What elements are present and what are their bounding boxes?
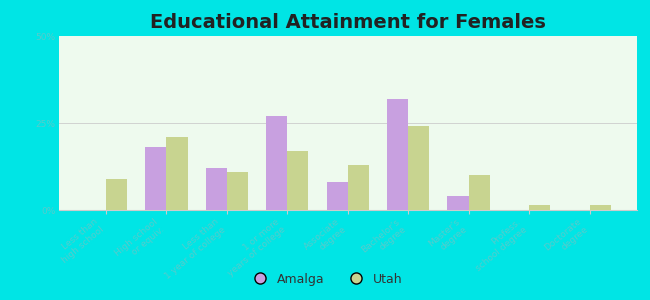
Bar (469, 175, 490, 210)
Bar (145, 147, 166, 210)
Bar (590, 205, 611, 210)
Bar (287, 151, 309, 210)
Bar (166, 137, 188, 210)
Bar (387, 99, 408, 210)
Bar (408, 127, 430, 210)
Bar (227, 172, 248, 210)
Bar (205, 168, 227, 210)
Bar (447, 196, 469, 210)
Bar (348, 165, 369, 210)
Bar (529, 205, 551, 210)
Legend: Amalga, Utah: Amalga, Utah (242, 268, 408, 291)
Bar (106, 179, 127, 210)
Bar (266, 116, 287, 210)
Bar (326, 182, 348, 210)
Title: Educational Attainment for Females: Educational Attainment for Females (150, 13, 546, 32)
